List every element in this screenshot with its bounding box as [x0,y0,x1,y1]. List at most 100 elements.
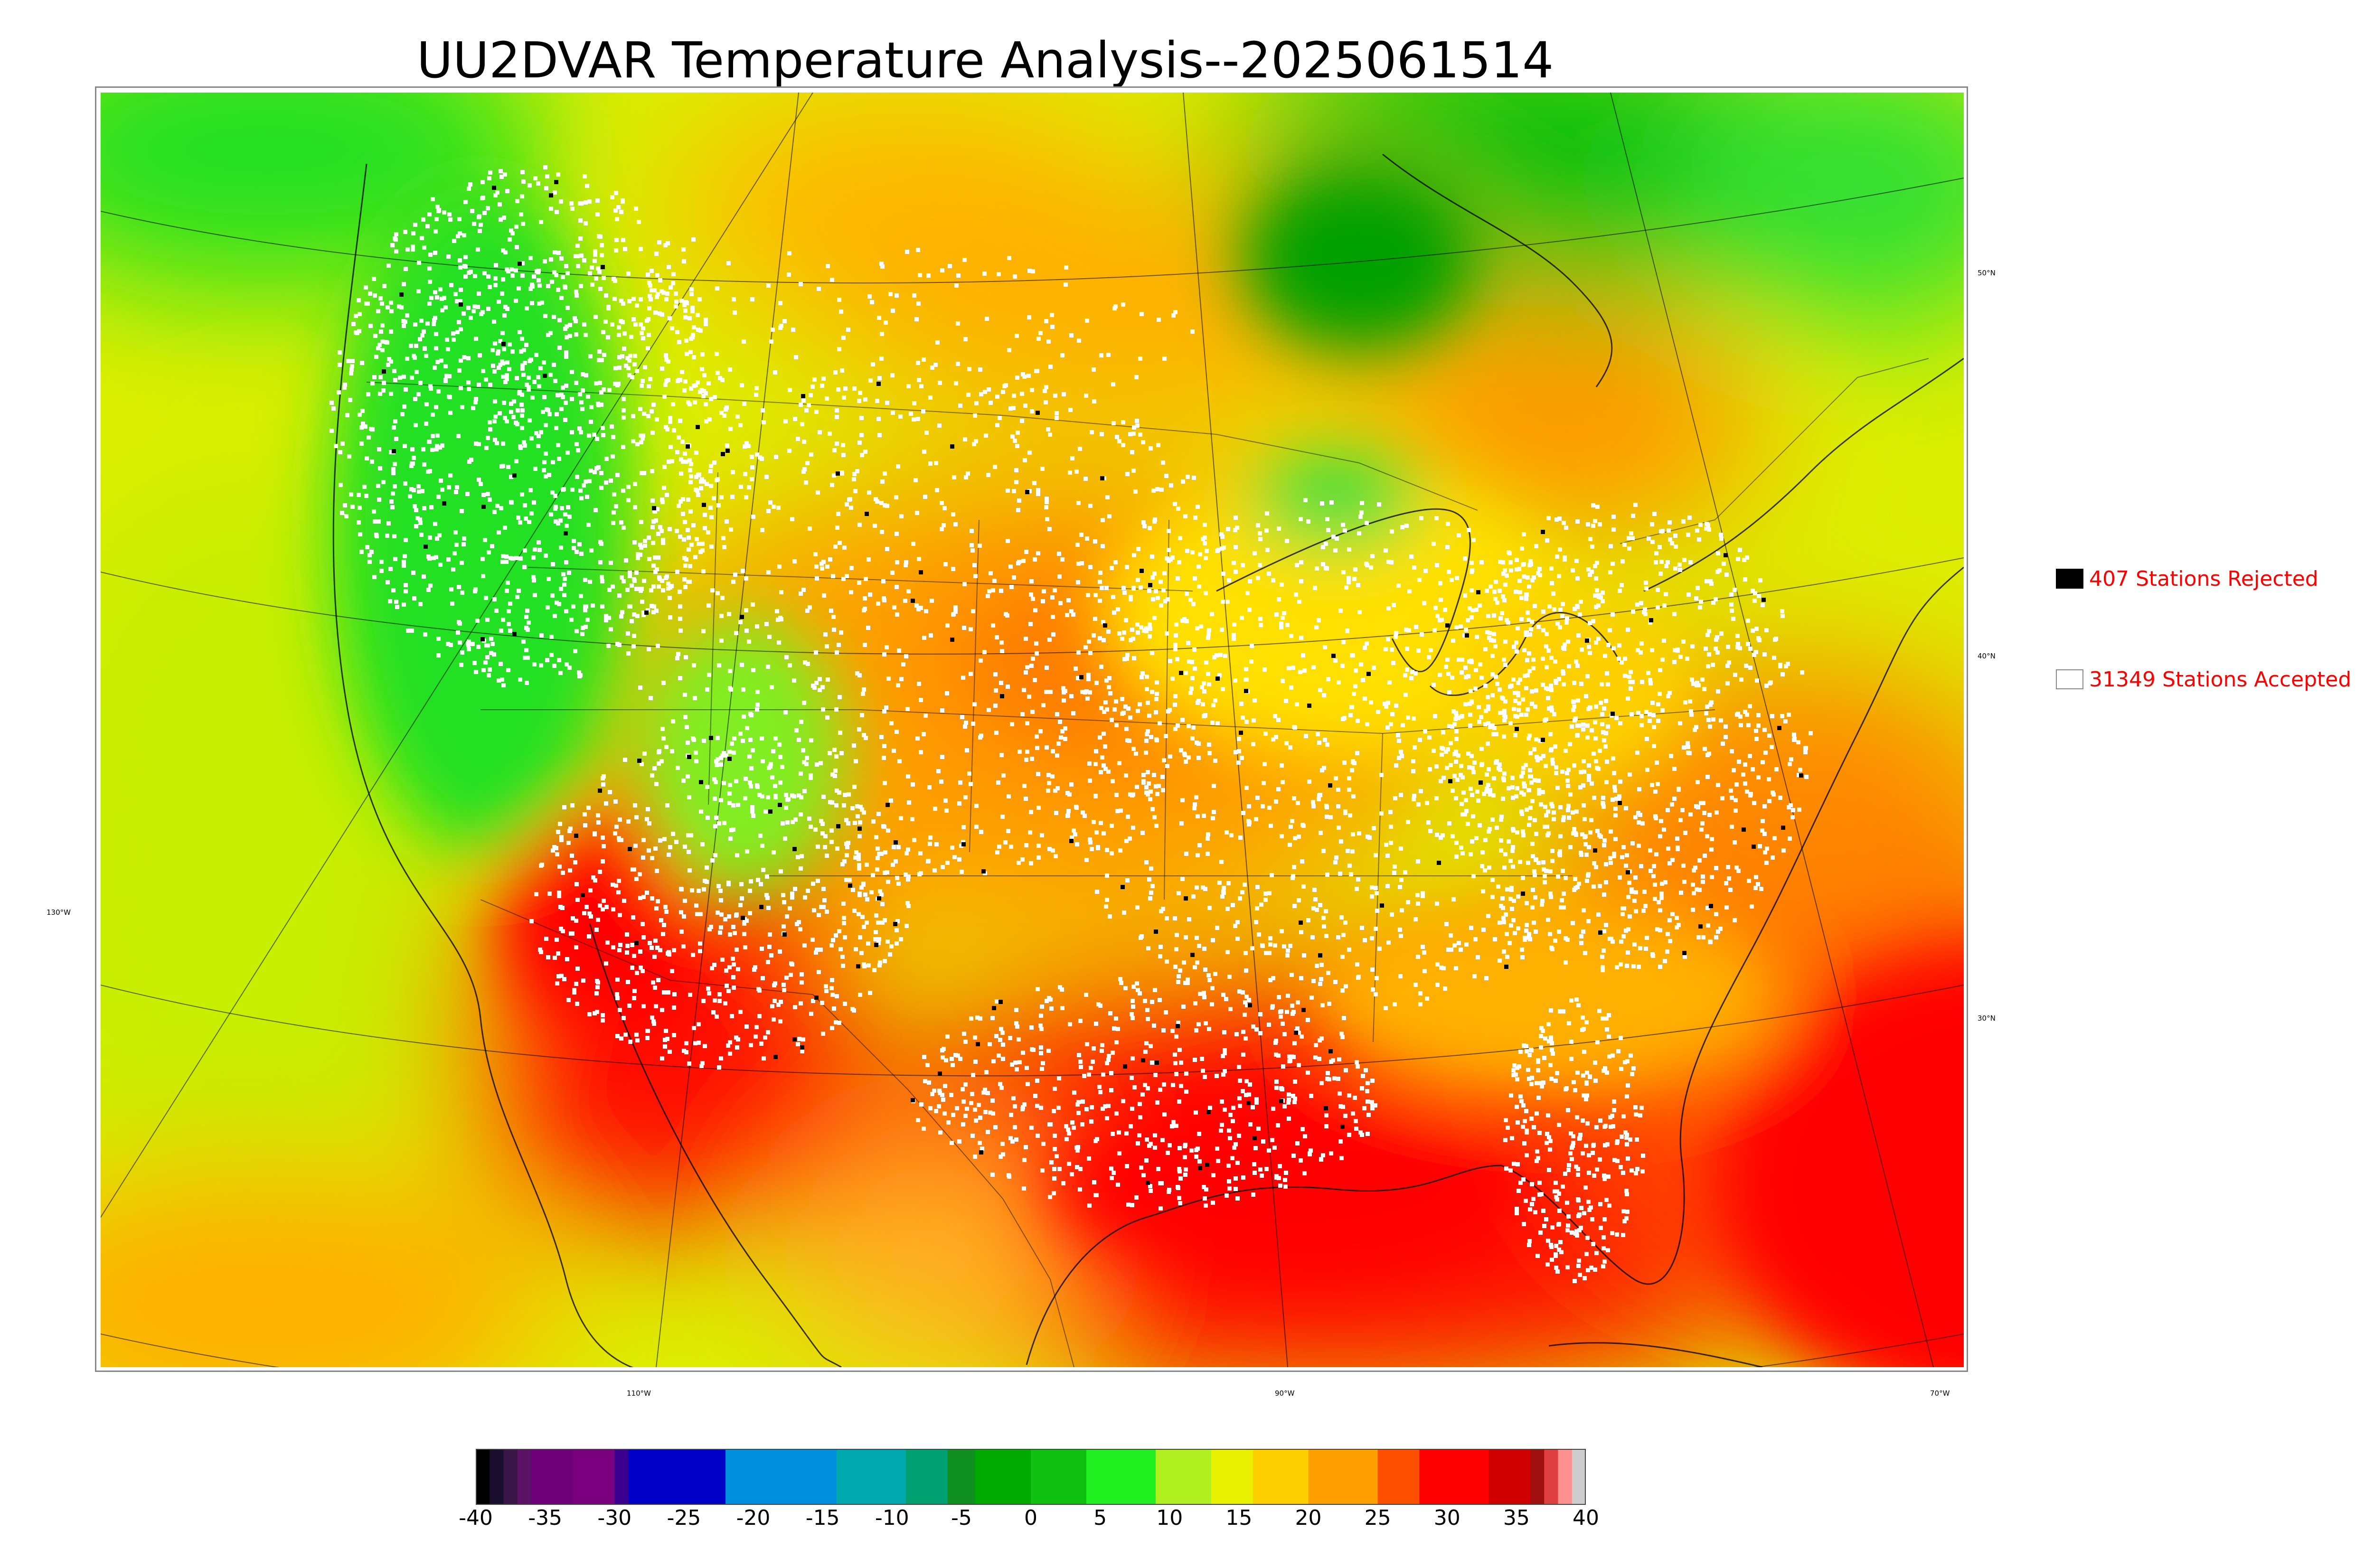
station-accepted-marker [684,1050,688,1054]
station-accepted-marker [1734,865,1739,870]
station-accepted-marker [1432,749,1436,753]
station-accepted-marker [1360,1086,1364,1090]
station-accepted-marker [639,589,643,593]
station-accepted-marker [1175,933,1179,937]
station-accepted-marker [588,271,592,275]
station-accepted-marker [1075,1102,1080,1107]
station-accepted-marker [1534,857,1538,862]
station-accepted-marker [1554,517,1559,522]
station-accepted-marker [1138,1102,1142,1106]
station-accepted-marker [1468,702,1472,706]
station-accepted-marker [839,470,844,475]
station-accepted-marker [1456,716,1460,720]
station-accepted-marker [1130,999,1135,1003]
station-accepted-marker [1254,1100,1259,1105]
station-accepted-marker [943,798,948,803]
station-accepted-marker [416,484,421,488]
station-accepted-marker [1024,1145,1028,1149]
station-accepted-marker [508,629,512,633]
station-accepted-marker [507,367,511,371]
station-accepted-marker [978,1116,982,1120]
station-accepted-marker [1357,975,1361,979]
station-accepted-marker [655,295,659,299]
station-accepted-marker [1366,1099,1370,1104]
station-accepted-marker [509,267,514,272]
station-accepted-marker [1030,757,1034,761]
station-accepted-marker [612,510,616,515]
station-accepted-marker [1496,884,1500,889]
station-accepted-marker [1599,835,1603,839]
station-accepted-marker [693,696,697,700]
station-accepted-marker [978,544,982,548]
station-accepted-marker [816,879,820,883]
station-accepted-marker [788,906,792,911]
station-accepted-marker [1544,869,1548,873]
station-accepted-marker [833,769,838,773]
station-accepted-marker [1251,1192,1255,1197]
station-accepted-marker [1319,831,1323,835]
station-accepted-marker [692,1026,696,1030]
station-accepted-marker [1705,704,1709,709]
station-accepted-marker [1454,841,1459,845]
station-accepted-marker [934,842,939,846]
station-accepted-marker [904,560,908,564]
station-accepted-marker [1774,767,1779,771]
station-accepted-marker [1324,804,1328,808]
station-accepted-marker [1557,677,1561,681]
station-accepted-marker [1653,883,1657,887]
station-accepted-marker [1161,588,1166,592]
station-accepted-marker [778,616,782,620]
station-accepted-marker [1459,764,1463,768]
station-accepted-marker [1105,873,1109,878]
station-accepted-marker [1524,597,1528,601]
station-accepted-marker [1313,897,1318,901]
station-accepted-marker [755,703,760,707]
station-accepted-marker [699,809,703,814]
station-accepted-marker [1256,1127,1261,1131]
station-accepted-marker [404,267,408,271]
station-accepted-marker [1148,526,1152,530]
station-accepted-marker [634,587,639,591]
station-accepted-marker [1221,600,1225,604]
station-accepted-marker [1595,505,1600,509]
station-accepted-marker [1440,618,1444,622]
temperature-analysis-map[interactable] [101,93,1964,1367]
station-accepted-marker [823,632,828,637]
station-accepted-marker [1332,1076,1337,1080]
station-accepted-marker [727,612,731,616]
station-accepted-marker [1295,702,1299,706]
station-accepted-marker [575,293,579,298]
station-accepted-marker [1291,1055,1296,1059]
station-accepted-marker [567,829,572,833]
station-accepted-marker [1688,812,1693,817]
station-accepted-marker [1576,698,1580,703]
station-accepted-marker [1541,683,1545,687]
station-accepted-marker [1761,603,1765,607]
station-accepted-marker [1515,649,1519,654]
station-accepted-marker [1302,1171,1307,1175]
station-accepted-marker [1211,1173,1215,1177]
station-accepted-marker [727,791,732,796]
station-accepted-marker [743,444,747,449]
station-accepted-marker [617,836,621,840]
station-accepted-marker [1300,1127,1305,1131]
station-accepted-marker [641,613,646,617]
station-accepted-marker [488,667,492,672]
station-accepted-marker [448,473,452,478]
station-accepted-marker [1125,565,1129,569]
station-accepted-marker [1178,536,1182,540]
station-accepted-marker [408,494,412,498]
station-accepted-marker [1647,536,1651,541]
station-accepted-marker [1341,640,1346,644]
station-accepted-marker [765,896,770,900]
station-accepted-marker [864,736,868,740]
station-accepted-marker [1269,824,1273,828]
station-accepted-marker [1628,680,1632,684]
station-accepted-marker [1366,1113,1371,1117]
station-accepted-marker [1149,891,1153,895]
station-accepted-marker [1393,796,1397,800]
station-accepted-marker [1226,527,1230,531]
station-accepted-marker [899,937,903,941]
station-accepted-marker [410,376,414,380]
station-accepted-marker [394,232,398,236]
